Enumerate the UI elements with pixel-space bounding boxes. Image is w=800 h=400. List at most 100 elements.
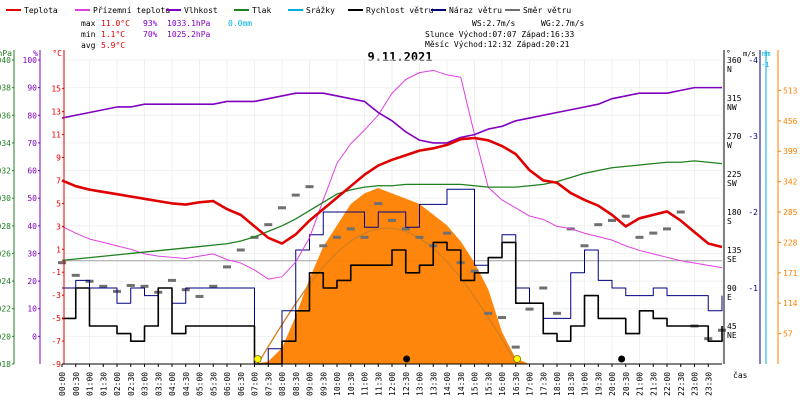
- legend-item: Tlak: [234, 6, 271, 15]
- wind-direction-mark: [635, 235, 644, 239]
- plot-area: [58, 69, 726, 365]
- x-tick-label: 18:30: [567, 372, 576, 396]
- wind-direction-mark: [594, 223, 603, 227]
- direction-tick-label: 135: [727, 246, 742, 255]
- stats-humidity: 70%: [143, 30, 158, 39]
- y-tick-label: 10: [27, 305, 37, 314]
- x-tick-label: 21:30: [649, 372, 658, 396]
- x-tick-label: 18:00: [553, 372, 562, 396]
- legend-label: Rychlost větru: [366, 6, 434, 15]
- wind-direction-mark: [291, 193, 300, 197]
- chart-title: 9.11.2021: [367, 50, 432, 64]
- x-tick-label: 08:00: [278, 372, 287, 396]
- legend-item: Srážky: [288, 6, 335, 15]
- solar-tick-label: 513: [783, 86, 798, 95]
- y-tick-label: 1034: [0, 139, 11, 148]
- x-tick-label: 22:30: [677, 372, 686, 396]
- solar-tick-label: 342: [783, 178, 798, 187]
- x-tick-label: 16:00: [498, 372, 507, 396]
- x-axis: 00:00 00:30 01:00 01:30 02:00 02:30 03:00 03:30…: [58, 363, 748, 396]
- sun-arc: [257, 227, 518, 365]
- wind-direction-mark: [99, 284, 108, 288]
- solar-radiation-area: [62, 188, 722, 364]
- solar-tick-label: 171: [783, 269, 798, 278]
- axes: hPa1040103810361034103210301028102610241…: [0, 49, 798, 369]
- x-tick-label: 06:00: [223, 372, 232, 396]
- legend-label: Přízemní teplota: [93, 6, 170, 15]
- wind-direction-mark: [663, 227, 671, 231]
- x-tick-label: 13:00: [416, 372, 425, 396]
- legend-label: Vlhkost: [184, 6, 218, 15]
- y-tick-label: 30: [27, 249, 37, 258]
- stats-temp: 1.1°C: [101, 30, 125, 39]
- stats-row-name: max: [81, 19, 96, 28]
- x-tick-label: 05:00: [196, 372, 205, 396]
- wind-direction-mark: [511, 345, 520, 349]
- wind-direction-mark: [168, 278, 176, 282]
- x-tick-label: 08:30: [292, 372, 301, 396]
- direction-tick-word: S: [727, 217, 732, 226]
- y-tick-label: -9: [51, 360, 61, 369]
- x-tick-label: 03:00: [141, 372, 150, 396]
- y-tick-label: 1026: [0, 249, 11, 258]
- y-tick-label: 1: [56, 245, 61, 254]
- y-tick-label: 1022: [0, 305, 11, 314]
- y-tick-label: 1036: [0, 111, 11, 120]
- wind-direction-mark: [388, 218, 396, 222]
- wind-speed-line: [62, 241, 723, 365]
- wind-direction-mark: [209, 284, 218, 288]
- stats-wind-gust: WG:2.7m/s: [541, 19, 585, 28]
- y-tick-label: 1040: [0, 56, 11, 65]
- wind-direction-mark: [580, 244, 589, 248]
- x-tick-label: 12:00: [388, 372, 397, 396]
- wind-direction-mark: [443, 231, 451, 235]
- stats-rain: 0.0mm: [228, 19, 252, 28]
- y-tick-label: 5: [56, 199, 61, 208]
- x-tick-label: 04:00: [168, 372, 177, 396]
- y-tick-label: 3: [56, 222, 61, 231]
- direction-tick-word: E: [727, 293, 732, 302]
- x-tick-label: 11:30: [374, 372, 383, 396]
- y-axis-unit: °C: [52, 49, 62, 58]
- y-tick-label: 1030: [0, 194, 11, 203]
- y-tick-label: 13: [51, 108, 61, 117]
- rain-tick-label: -1: [761, 61, 769, 69]
- y-tick-label: -1: [51, 268, 61, 277]
- wind-direction-mark: [346, 227, 355, 231]
- wind-direction-mark: [484, 311, 493, 315]
- wind-direction-mark: [649, 231, 658, 235]
- direction-tick-word: N: [727, 65, 732, 74]
- x-tick-label: 20:30: [622, 372, 631, 396]
- x-tick-label: 23:00: [691, 372, 700, 396]
- solar-tick-label: 285: [783, 208, 798, 217]
- x-tick-label: 10:00: [333, 372, 342, 396]
- x-tick-label: 04:30: [182, 372, 191, 396]
- wind-direction-mark: [608, 218, 616, 222]
- x-tick-label: 00:30: [72, 372, 81, 396]
- y-tick-label: 9: [56, 154, 61, 163]
- pressure-line: [61, 160, 723, 262]
- wind-tick-label: -4: [748, 56, 758, 65]
- y-tick-label: 1018: [0, 360, 11, 369]
- wind-direction-mark: [223, 265, 231, 269]
- solar-tick-label: 57: [783, 330, 793, 339]
- stats-temp: 5.9°C: [101, 41, 125, 50]
- solar-tick-label: 399: [783, 147, 798, 156]
- wind-direction-mark: [319, 244, 328, 248]
- direction-tick-word: NW: [727, 103, 737, 112]
- temperature-line: [61, 136, 723, 249]
- x-tick-label: 03:30: [154, 372, 163, 396]
- y-tick-label: 1038: [0, 84, 11, 93]
- y-tick-label: 70: [27, 139, 37, 148]
- wind-direction-mark: [498, 316, 506, 320]
- x-tick-label: 07:30: [264, 372, 273, 396]
- wind-tick-label: -3: [748, 132, 758, 141]
- y-tick-label: 100: [23, 56, 38, 65]
- direction-tick-label: 225: [727, 170, 742, 179]
- rain-axis-unit: mm: [762, 50, 770, 58]
- wind-direction-mark: [676, 210, 685, 214]
- y-tick-label: 20: [27, 277, 37, 286]
- wind-direction-mark: [58, 261, 66, 265]
- wind-direction-mark: [401, 227, 410, 231]
